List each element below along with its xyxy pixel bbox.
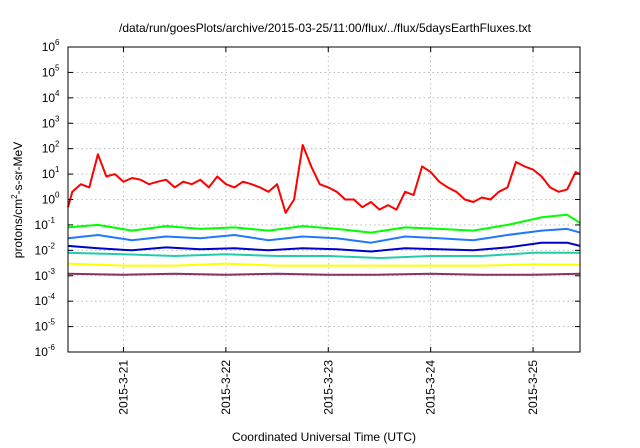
- y-tick-exp: 5: [55, 63, 60, 72]
- x-tick-label: 2015-3-25: [526, 360, 540, 415]
- y-tick-exp: 0: [55, 191, 60, 200]
- series-line-6: [67, 262, 581, 267]
- y-tick-label: 103: [42, 114, 60, 130]
- x-tick-label: 2015-3-23: [321, 360, 335, 415]
- y-tick-label: 10-5: [35, 318, 56, 334]
- y-tick-exp: 3: [55, 114, 60, 123]
- y-axis-label-rest: -s-sr-MeV: [11, 142, 25, 195]
- series-layer: [67, 144, 581, 276]
- y-tick-label: 104: [42, 89, 60, 105]
- y-tick-exp: 1: [55, 165, 60, 174]
- x-axis: 2015-3-21 2015-3-22 2015-3-23 2015-3-24 2015…: [116, 47, 540, 415]
- y-tick-exp: -5: [48, 318, 56, 327]
- y-tick-base: 10: [42, 193, 56, 207]
- plot-area: 10-610-510-410-310-210-11001011021031041…: [35, 38, 581, 415]
- series-line-2: [67, 213, 581, 234]
- y-tick-exp: 6: [55, 38, 60, 47]
- y-axis-label-sup: 2: [10, 194, 19, 199]
- y-tick-exp: 2: [55, 140, 60, 149]
- y-tick-exp: -2: [48, 241, 56, 250]
- y-axis-label-base: protons/cm: [11, 199, 25, 258]
- y-tick-label: 106: [42, 38, 60, 54]
- x-tick-label: 2015-3-22: [219, 360, 233, 415]
- y-tick-base: 10: [35, 345, 49, 359]
- x-tick-label: 2015-3-24: [424, 360, 438, 415]
- y-tick-label: 10-3: [35, 267, 56, 283]
- y-tick-base: 10: [35, 218, 49, 232]
- y-tick-exp: -3: [48, 267, 56, 276]
- x-axis-label: Coordinated Universal Time (UTC): [232, 430, 416, 444]
- series-line-3: [67, 227, 581, 244]
- y-tick-base: 10: [35, 320, 49, 334]
- y-tick-label: 105: [42, 63, 60, 79]
- y-grid: [68, 72, 580, 327]
- y-tick-label: 100: [42, 191, 60, 207]
- y-tick-label: 101: [42, 165, 60, 181]
- series-line-4: [67, 241, 581, 253]
- y-tick-base: 10: [42, 116, 56, 130]
- y-tick-label: 10-4: [35, 292, 56, 308]
- y-tick-exp: 4: [55, 89, 60, 98]
- y-tick-label: 10-1: [35, 216, 56, 232]
- chart-title: /data/run/goesPlots/archive/2015-03-25/1…: [119, 21, 532, 35]
- y-tick-base: 10: [42, 167, 56, 181]
- y-tick-label: 10-2: [35, 241, 56, 257]
- y-tick-base: 10: [42, 91, 56, 105]
- y-tick-label: 102: [42, 140, 60, 156]
- y-tick-base: 10: [42, 65, 56, 79]
- series-line-7: [67, 272, 581, 276]
- y-tick-exp: -4: [48, 292, 56, 301]
- series-line-1: [67, 144, 581, 214]
- y-axis-label: protons/cm2-s-sr-MeV: [10, 142, 25, 258]
- y-tick-base: 10: [42, 40, 56, 54]
- y-tick-base: 10: [35, 269, 49, 283]
- y-tick-base: 10: [35, 243, 49, 257]
- y-axis: 10-610-510-410-310-210-11001011021031041…: [35, 38, 580, 359]
- y-tick-base: 10: [42, 142, 56, 156]
- y-tick-base: 10: [35, 294, 49, 308]
- x-grid: [123, 47, 534, 352]
- y-tick-exp: -6: [48, 343, 56, 352]
- x-tick-label: 2015-3-21: [116, 360, 130, 415]
- series-line-5: [67, 251, 580, 259]
- y-tick-label: 10-6: [35, 343, 56, 359]
- y-tick-exp: -1: [48, 216, 56, 225]
